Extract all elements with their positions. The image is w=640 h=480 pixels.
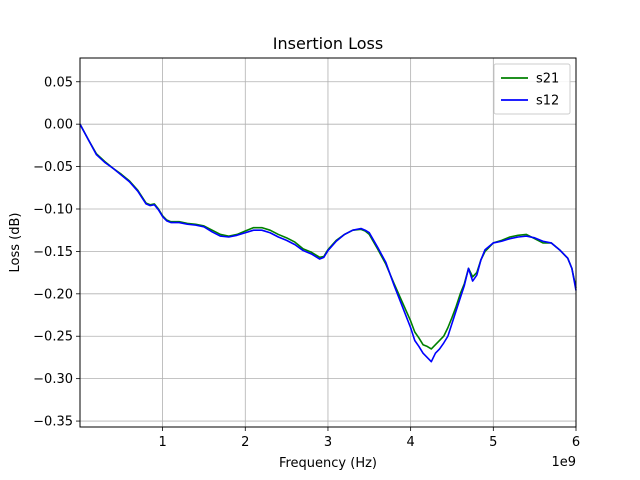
y-tick-label: 0.05	[44, 75, 73, 90]
y-tick-label: −0.05	[33, 160, 73, 175]
y-tick-label: −0.10	[33, 202, 73, 217]
x-tick-label: 5	[489, 435, 497, 450]
chart-title: Insertion Loss	[273, 34, 383, 53]
y-axis-ticks: 0.05 0.00 −0.05 −0.10 −0.15 −0.20 −0.25 −0.30 −0…	[33, 75, 80, 430]
y-tick-label: −0.25	[33, 330, 73, 345]
y-tick-label: −0.30	[33, 372, 73, 387]
x-tick-label: 2	[241, 435, 249, 450]
x-axis-ticks: 1 2 3 4 5 6	[158, 427, 580, 450]
x-tick-label: 1	[158, 435, 166, 450]
y-axis-label: Loss (dB)	[8, 213, 23, 273]
series-lines	[79, 123, 577, 363]
y-tick-label: −0.35	[33, 415, 73, 430]
x-tick-label: 3	[324, 435, 332, 450]
y-tick-label: −0.20	[33, 287, 73, 302]
y-tick-label: −0.15	[33, 245, 73, 260]
x-axis-offset-label: 1e9	[551, 455, 576, 470]
x-tick-label: 6	[572, 435, 580, 450]
legend-label-s12: s12	[536, 94, 559, 109]
x-tick-label: 4	[406, 435, 414, 450]
x-axis-label: Frequency (Hz)	[279, 456, 377, 471]
legend-box	[493, 63, 571, 115]
legend-label-s21: s21	[536, 72, 559, 87]
series-line-s12	[79, 123, 577, 363]
y-tick-label: 0.00	[44, 118, 73, 133]
